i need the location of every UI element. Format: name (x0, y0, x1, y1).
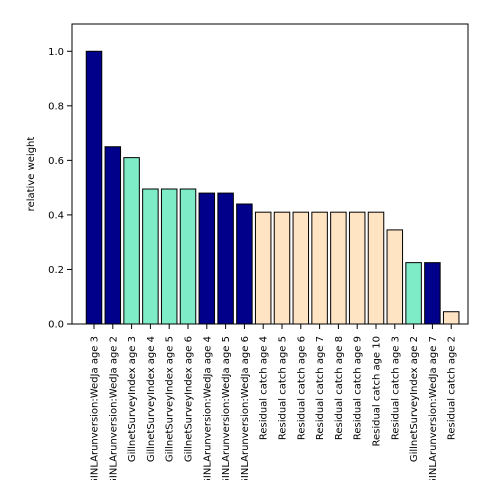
x-tick-label: GillnetSurveyIndex age 2 (409, 336, 420, 462)
bar (348, 211, 366, 325)
bar (104, 146, 122, 325)
x-tick-label: Residual catch age 6 (296, 336, 307, 440)
bar (123, 157, 140, 325)
bar (386, 229, 404, 325)
bar (442, 311, 460, 325)
bar (142, 188, 159, 325)
x-tick-label: GINLArunversion:WedJa age 5 (221, 336, 232, 480)
y-tick-label: 0.6 (48, 156, 64, 167)
x-tick-label: Residual catch age 8 (334, 336, 345, 440)
bar (85, 50, 103, 325)
y-tick-label: 0.4 (48, 210, 64, 221)
bar (236, 203, 253, 325)
x-tick-label: GINLArunversion:WedJa age 3 (90, 336, 101, 480)
x-tick-label: Residual catch age 10 (372, 336, 383, 447)
bar (160, 188, 178, 325)
bar (330, 211, 347, 325)
x-tick-label: Residual catch age 4 (259, 336, 270, 440)
x-tick-label: GillnetSurveyIndex age 4 (146, 336, 157, 462)
x-tick-label: GillnetSurveyIndex age 5 (165, 336, 176, 462)
y-tick-label: 0.8 (48, 101, 64, 112)
bar (179, 188, 197, 325)
x-tick-label: GINLArunversion:WedJa age 4 (202, 336, 213, 480)
y-tick-label: 0.2 (48, 265, 64, 276)
y-axis: 0.0 0.2 0.4 0.6 0.8 1.0 (48, 47, 72, 331)
bars-layer (85, 50, 460, 325)
y-tick-label: 0.0 (48, 320, 64, 331)
y-axis-label: relative weight (26, 137, 37, 212)
bar (217, 192, 234, 325)
x-tick-label: GINLArunversion:WedJa age 6 (240, 336, 251, 480)
bar (367, 211, 385, 325)
x-tick-label: GillnetSurveyIndex age 6 (184, 336, 195, 462)
x-tick-label: Residual catch age 9 (353, 336, 364, 440)
bar (254, 211, 272, 325)
bar (424, 262, 441, 325)
bar (273, 211, 291, 325)
x-tick-label: GINLArunversion:WedJa age 7 (428, 336, 439, 480)
bar (292, 211, 310, 325)
plot-frame (71, 23, 469, 325)
x-tick-label: Residual catch age 7 (315, 336, 326, 440)
x-tick-label: Residual catch age 2 (447, 336, 458, 440)
x-tick-label: GillnetSurveyIndex age 3 (127, 336, 138, 462)
x-axis: GINLArunversion:WedJa age 3 GINLArunversi… (90, 324, 458, 484)
bar (198, 192, 216, 325)
y-tick-label: 1.0 (48, 47, 64, 58)
bar (405, 262, 422, 325)
x-tick-label: Residual catch age 5 (278, 336, 289, 440)
bar (311, 211, 328, 325)
x-tick-label: Residual catch age 3 (390, 336, 401, 440)
x-tick-label: GINLArunversion:WedJa age 2 (108, 336, 119, 480)
